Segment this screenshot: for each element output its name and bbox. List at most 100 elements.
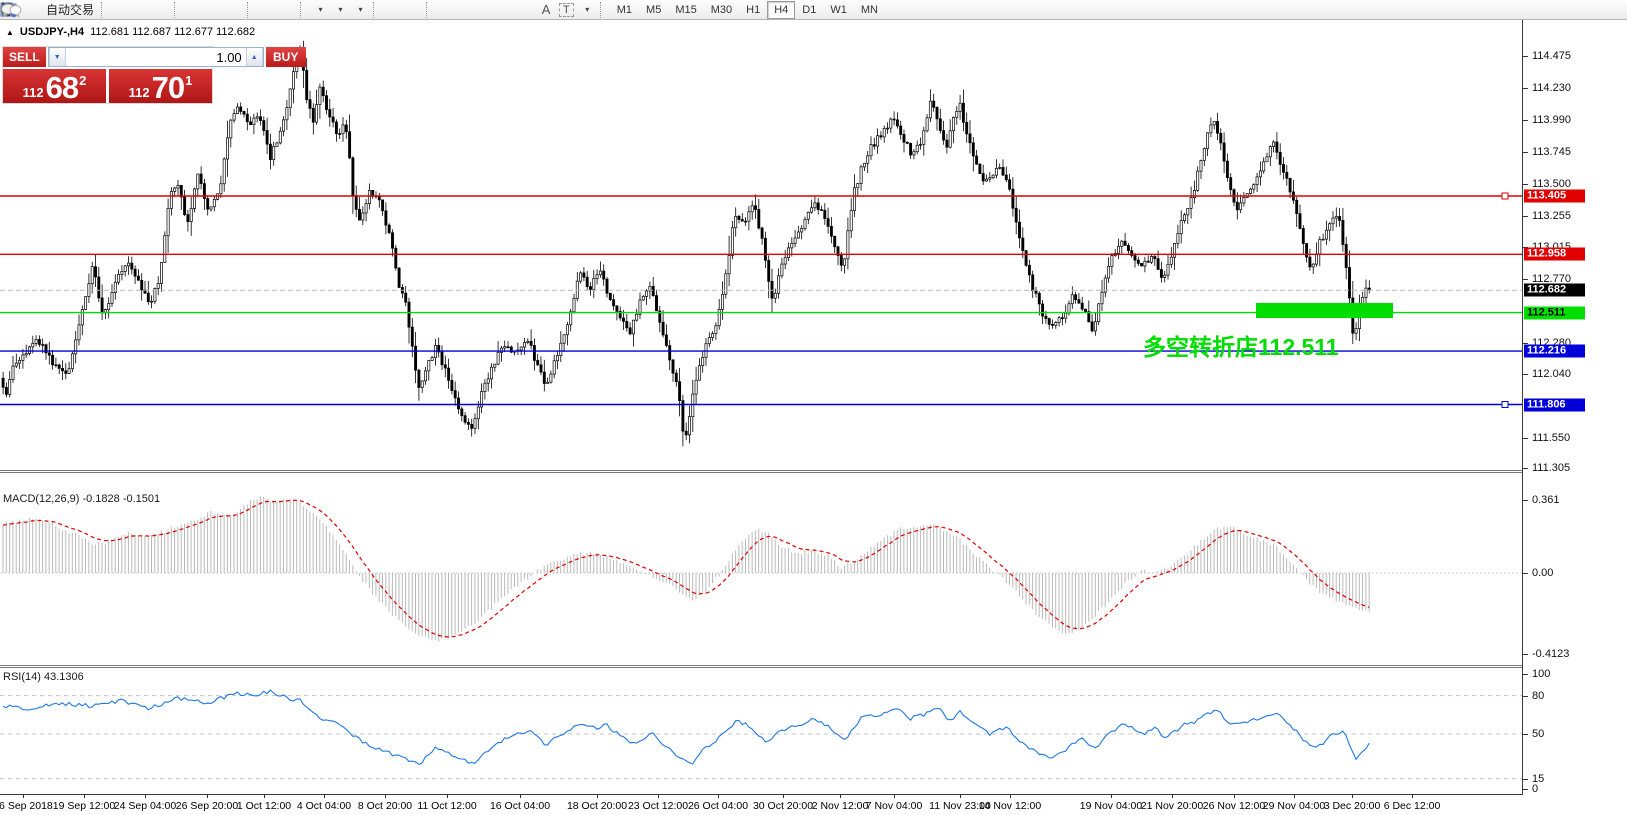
zoom-in-button[interactable] [2,1,204,19]
time-tick [145,795,146,798]
text-tool-button[interactable]: A [536,1,556,19]
time-tick [264,795,265,798]
trendline-button[interactable] [1,1,496,19]
time-tick-label: 24 Sep 04:00 [113,800,177,812]
collapse-panel-icon[interactable]: ▲ [6,27,14,37]
volume-increase-button[interactable]: ▲ [245,48,263,66]
toolbar-right [1,1,1619,19]
search-button[interactable] [1,1,1589,19]
price-tick [1523,279,1528,280]
equidistant-channel-button[interactable]: E [0,1,516,19]
timeframe-button-d1[interactable]: D1 [795,1,823,19]
autotrading-button[interactable]: 自动交易 [0,1,98,19]
zoom-out-button[interactable] [2,1,224,19]
timeframe-button-w1[interactable]: W1 [823,1,854,19]
panel-separator[interactable] [0,665,1627,666]
candlestick-chart-button[interactable] [1,1,151,19]
rsi-scale-label: 15 [1532,773,1545,785]
macd-scale-label: -0.4123 [1532,648,1570,660]
chart-shift-button[interactable] [1,1,297,19]
price-tick [1523,374,1528,375]
macd-scale-tick [1523,654,1528,655]
green-rectangle-object[interactable] [1256,303,1393,318]
caret-up-icon: ▲ [250,53,258,61]
sell-price-button[interactable]: 112 68 2 [3,69,106,103]
buy-button[interactable]: BUY [265,47,306,67]
hline-handle[interactable] [1501,192,1509,200]
timeframe-button-m1[interactable]: M1 [610,1,639,19]
buy-price-button[interactable]: 112 70 1 [109,69,212,103]
timeframe-button-mn[interactable]: MN [854,1,885,19]
time-tick-label: 4 Oct 04:00 [296,800,352,812]
periods-button[interactable]: ▾ [1,1,350,19]
panel-separator[interactable] [0,470,1627,471]
price-axis-border [1522,20,1523,795]
caret-down-icon: ▾ [338,5,343,14]
tile-windows-button[interactable] [0,1,244,19]
time-tick-label: 8 Oct 20:00 [357,800,413,812]
timeframe-button-h4[interactable]: H4 [767,0,796,19]
time-tick [658,795,659,798]
timeframe-button-m5[interactable]: M5 [639,1,668,19]
horizontal-line-button[interactable] [1,1,476,19]
time-axis-line [0,794,1627,795]
time-tick [1412,795,1413,798]
time-tick-label: 26 Oct 04:00 [687,800,749,812]
text-label-icon: T [559,2,574,17]
rsi-line [2,689,1370,766]
toolbar-separator [101,1,108,18]
price-tick [1523,56,1528,57]
macd-indicator-panel [0,496,1522,642]
timeframe-button-m15[interactable]: M15 [668,1,703,19]
volume-decrease-button[interactable]: ▼ [48,48,66,66]
line-chart-button[interactable] [0,1,171,19]
price-tick-label: 111.550 [1532,432,1571,444]
timeframe-button-m30[interactable]: M30 [704,1,739,19]
price-tick-label: 114.475 [1532,50,1571,62]
caret-down-icon: ▼ [53,53,61,61]
price-chip: 112.958 [1524,247,1585,261]
new-order-icon-button[interactable] [0,1,42,19]
rsi-scale-label: 0 [1532,783,1539,795]
trade-panel-prices: 112 68 2 112 70 1 [3,69,212,103]
candlestick-series [1,40,1371,447]
chat-icon [1,3,22,18]
cursor-button[interactable] [2,1,403,19]
timeframe-button-h1[interactable]: H1 [739,1,767,19]
hline-handle[interactable] [1501,401,1509,409]
arrows-button[interactable]: ▾ [2,1,597,19]
time-tick [960,795,961,798]
price-chip: 112.216 [1524,344,1585,358]
new-chart-button[interactable]: ▾ [0,1,330,19]
time-tick [1234,795,1235,798]
bar-chart-button[interactable] [1,1,131,19]
time-tick-label: 3 Dec 20:00 [1323,800,1381,812]
price-tick-label: 111.305 [1532,462,1571,474]
time-tick [597,795,598,798]
rsi-scale-tick [1523,779,1528,780]
toolbar: 单 自动交易 ▾ ▾ ▾ E F A T ▾ M [0,0,1627,20]
rsi-label: RSI(14) 43.1306 [3,671,84,683]
text-label-button[interactable]: T [556,1,577,19]
fibonacci-button[interactable]: F [1,1,536,19]
time-tick [520,795,521,798]
time-tick [718,795,719,798]
time-tick-label: 19 Nov 04:00 [1079,800,1143,812]
price-tick-label: 113.745 [1532,146,1571,158]
templates-button[interactable]: ▾ [0,1,370,19]
time-tick-label: 30 Oct 20:00 [752,800,814,812]
time-tick-label: 26 Nov 12:00 [1202,800,1266,812]
chat-button[interactable] [1,1,1619,19]
vertical-line-button[interactable] [4,1,456,19]
crosshair-button[interactable] [0,1,423,19]
toolbar-separator [247,1,254,18]
price-tick-label: 114.230 [1532,82,1571,94]
time-tick [1172,795,1173,798]
candlestick-chart[interactable] [0,20,1522,470]
price-tick [1523,120,1528,121]
time-tick-label: 2 Nov 12:00 [811,800,869,812]
macd-scale-label: 0.361 [1532,494,1560,506]
auto-scroll-button[interactable] [1,1,277,19]
volume-input[interactable] [65,48,246,66]
sell-button[interactable]: SELL [3,47,46,67]
